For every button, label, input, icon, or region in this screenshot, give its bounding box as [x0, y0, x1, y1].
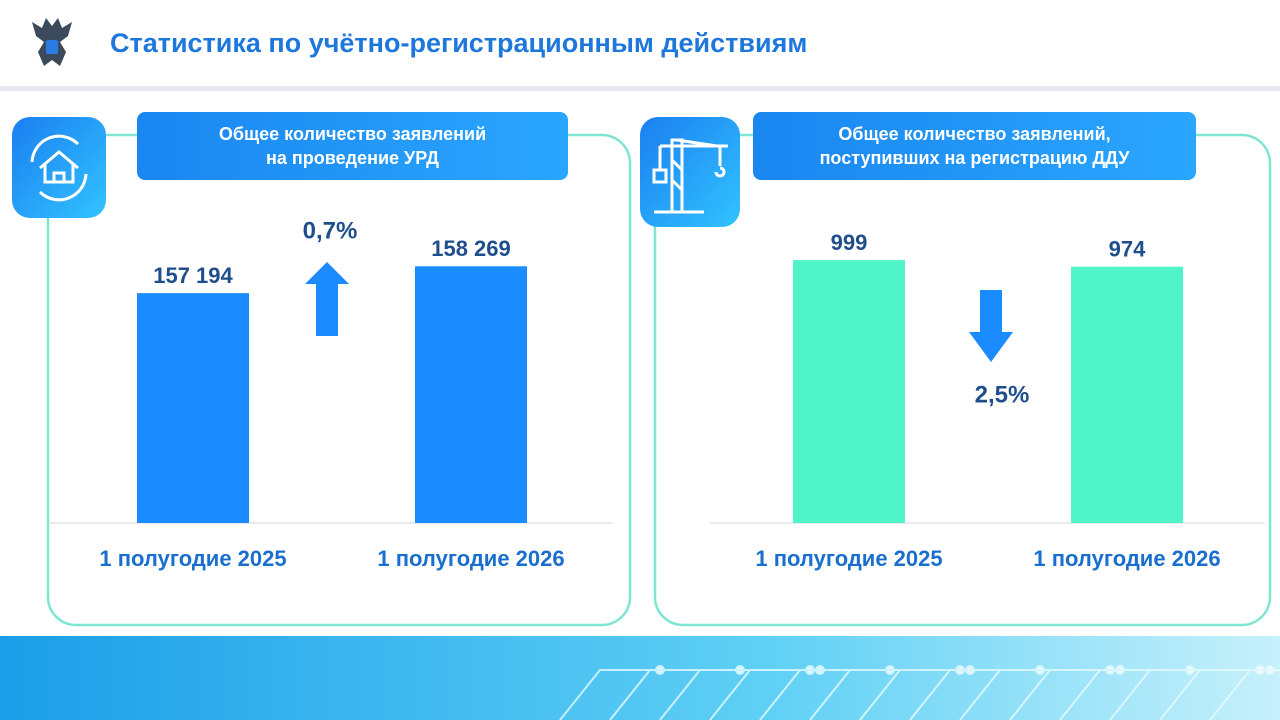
- bar: [793, 260, 905, 523]
- logo: [32, 18, 72, 66]
- change-label: 2,5%: [975, 381, 1030, 408]
- x-tick-label: 1 полугодие 2026: [377, 546, 564, 571]
- value-label: 999: [831, 230, 868, 255]
- circuit-line: [1009, 669, 1110, 720]
- chart-title: Общее количество заявлений, поступивших …: [753, 112, 1196, 180]
- x-tick-label: 1 полугодие 2026: [1033, 546, 1220, 571]
- circuit-line: [1209, 669, 1280, 720]
- value-label: 158 269: [431, 236, 511, 261]
- change-label: 0,7%: [303, 217, 358, 244]
- arrow-up: [305, 262, 349, 336]
- footer-pattern: [559, 665, 1280, 720]
- value-label: 157 194: [153, 263, 233, 288]
- footer-band: [0, 636, 1280, 720]
- header-rule: [0, 86, 1280, 91]
- bar: [1071, 266, 1183, 523]
- bar: [137, 293, 249, 523]
- chart-title: Общее количество заявлений на проведение…: [137, 112, 568, 180]
- circuit-line: [1159, 669, 1260, 720]
- bar: [415, 266, 527, 523]
- house-icon: [12, 117, 106, 218]
- page-title: Статистика по учётно-регистрационным дей…: [110, 28, 807, 58]
- circuit-line: [559, 669, 660, 720]
- value-label: 974: [1109, 236, 1146, 261]
- circuit-line: [859, 669, 960, 720]
- arrow-down: [969, 290, 1013, 362]
- circuit-line: [709, 669, 810, 720]
- x-tick-label: 1 полугодие 2025: [755, 546, 942, 571]
- x-tick-label: 1 полугодие 2025: [99, 546, 286, 571]
- crane-icon: [640, 117, 740, 227]
